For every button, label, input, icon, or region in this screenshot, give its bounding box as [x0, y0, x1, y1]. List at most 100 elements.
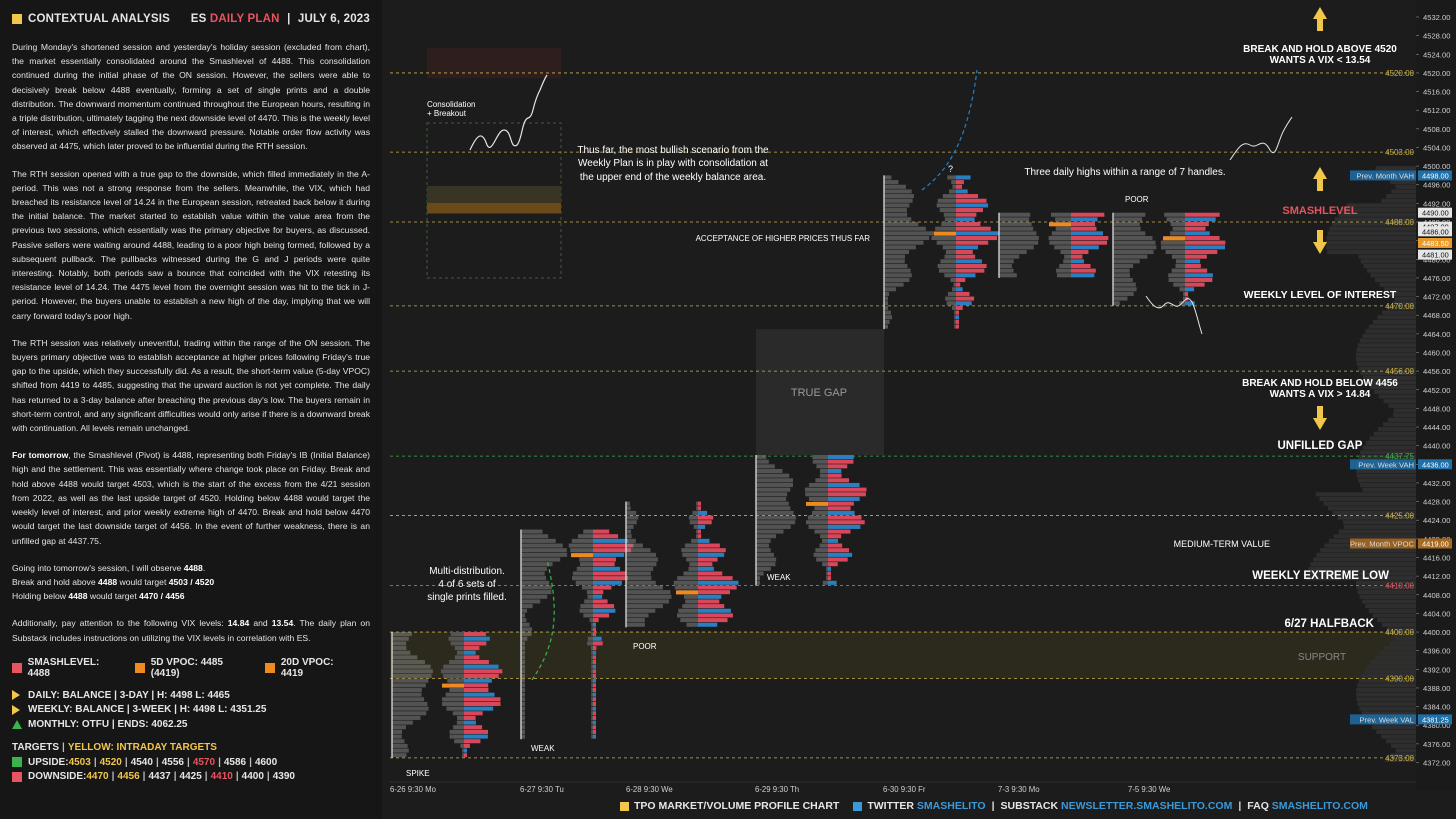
background-volume-bar	[1388, 403, 1416, 408]
tpo-bar	[756, 464, 775, 469]
volume-bar	[1173, 282, 1185, 287]
background-volume-bar	[1365, 441, 1416, 446]
background-volume-bar	[1342, 520, 1416, 525]
volume-bar	[593, 618, 599, 623]
tpo-bar	[392, 739, 405, 744]
volume-bar	[935, 226, 956, 231]
tpo-bar	[884, 291, 890, 296]
tpo-bar	[521, 659, 525, 665]
x-tick-label: 6-27 9:30 Tu	[520, 785, 564, 794]
volume-bar	[691, 538, 698, 543]
background-volume-bar	[1360, 371, 1416, 376]
price-tag-name: Prev. Week VAL	[1360, 715, 1414, 724]
volume-bar	[828, 520, 865, 525]
volume-bar	[591, 673, 593, 679]
background-volume-bar	[1392, 301, 1416, 306]
paragraph-2: The RTH session opened with a true gap t…	[12, 168, 370, 321]
volume-bar	[464, 632, 486, 637]
volume-bar	[1172, 226, 1185, 231]
poc-marker	[1163, 236, 1185, 241]
volume-bar	[454, 739, 464, 744]
background-volume-bar	[1337, 515, 1416, 520]
volume-bar	[464, 646, 480, 651]
tpo-bar	[521, 562, 553, 567]
tpo-bar	[521, 529, 543, 534]
volume-bar	[953, 282, 956, 287]
tpo-bar	[521, 585, 552, 590]
volume-bar	[447, 678, 464, 683]
background-volume-bar	[1372, 319, 1416, 325]
background-volume-bar	[1356, 473, 1416, 478]
volume-bar	[464, 743, 470, 748]
volume-bar	[816, 557, 828, 562]
price-tag-name-bg	[1350, 714, 1416, 725]
background-volume-bar	[1362, 599, 1416, 604]
volume-bar	[591, 687, 593, 693]
weekly-row: WEEKLY: BALANCE | 3-WEEK | H: 4498 L: 43…	[12, 703, 370, 718]
level-label: 4373.00	[1385, 754, 1414, 763]
y-tick-label: 4380.00	[1423, 721, 1450, 730]
volume-bar	[956, 175, 971, 180]
volume-bar	[593, 599, 608, 604]
background-volume-bar	[1356, 692, 1416, 697]
tpo-bar	[392, 720, 413, 725]
volume-bar	[1179, 287, 1185, 292]
volume-bar	[449, 734, 464, 739]
background-volume-bar	[1368, 608, 1416, 613]
acceptance-text: ACCEPTANCE OF HIGHER PRICES THUS FAR	[696, 234, 871, 243]
volume-bar	[954, 310, 956, 315]
price-tag-name: Prev. Week VAH	[1358, 460, 1414, 469]
background-volume-bar	[1331, 222, 1416, 227]
poor-text: POOR	[1125, 195, 1149, 204]
background-volume-bar	[1395, 748, 1416, 753]
tpo-bar	[1113, 287, 1137, 292]
volume-bar	[593, 543, 634, 548]
tpo-bar	[1113, 268, 1130, 273]
volume-bar	[593, 725, 596, 730]
volume-bar	[442, 701, 464, 706]
price-tag	[1418, 226, 1452, 237]
tpo-bar	[884, 254, 906, 259]
volume-bar	[684, 543, 698, 548]
tpo-bar	[756, 510, 794, 515]
volume-bar	[1064, 254, 1071, 259]
volume-bar	[828, 524, 861, 529]
volume-bar	[1060, 249, 1071, 255]
volume-bar	[692, 510, 698, 515]
tpo-bar	[521, 552, 568, 557]
background-volume-bar	[1356, 585, 1416, 590]
panel-header: CONTEXTUAL ANALYSIS ES DAILY PLAN | JULY…	[12, 10, 370, 28]
volume-bar	[591, 720, 593, 725]
volume-bar	[1185, 273, 1213, 278]
tpo-bar	[626, 520, 637, 525]
volume-bar	[828, 454, 854, 460]
volume-bar	[1164, 212, 1185, 217]
tpo-bar	[756, 524, 791, 529]
volume-bar	[814, 529, 828, 534]
volume-bar	[1050, 212, 1071, 217]
arrow-up-icon-shaft	[1317, 179, 1323, 191]
y-tick-label: 4428.00	[1423, 498, 1450, 507]
volume-bar	[581, 585, 593, 590]
background-volume-bar	[1308, 566, 1416, 571]
faq-link[interactable]: SMASHELITO.COM	[1271, 800, 1368, 812]
volume-bar	[956, 305, 963, 310]
substack-link[interactable]: NEWSLETTER.SMASHELITO.COM	[1061, 800, 1233, 812]
background-volume-bar	[1368, 324, 1416, 329]
volume-bar	[464, 673, 499, 679]
tpo-bar	[626, 576, 652, 581]
twitter-link[interactable]: SMASHELITO	[916, 800, 986, 812]
volume-bar	[1063, 259, 1071, 264]
price-tag	[1418, 249, 1452, 260]
volume-bar	[808, 496, 828, 501]
background-volume-bar	[1338, 529, 1416, 534]
volume-bar	[828, 538, 839, 543]
y-tick-label: 4388.00	[1423, 684, 1450, 693]
background-volume-bar	[1360, 259, 1416, 264]
poc-marker	[442, 683, 464, 688]
projection-dashed-path	[921, 69, 978, 191]
volume-bar	[591, 655, 593, 660]
tpo-bar	[392, 641, 407, 646]
background-volume-bar	[1372, 725, 1416, 730]
y-tick-label: 4452.00	[1423, 386, 1450, 395]
